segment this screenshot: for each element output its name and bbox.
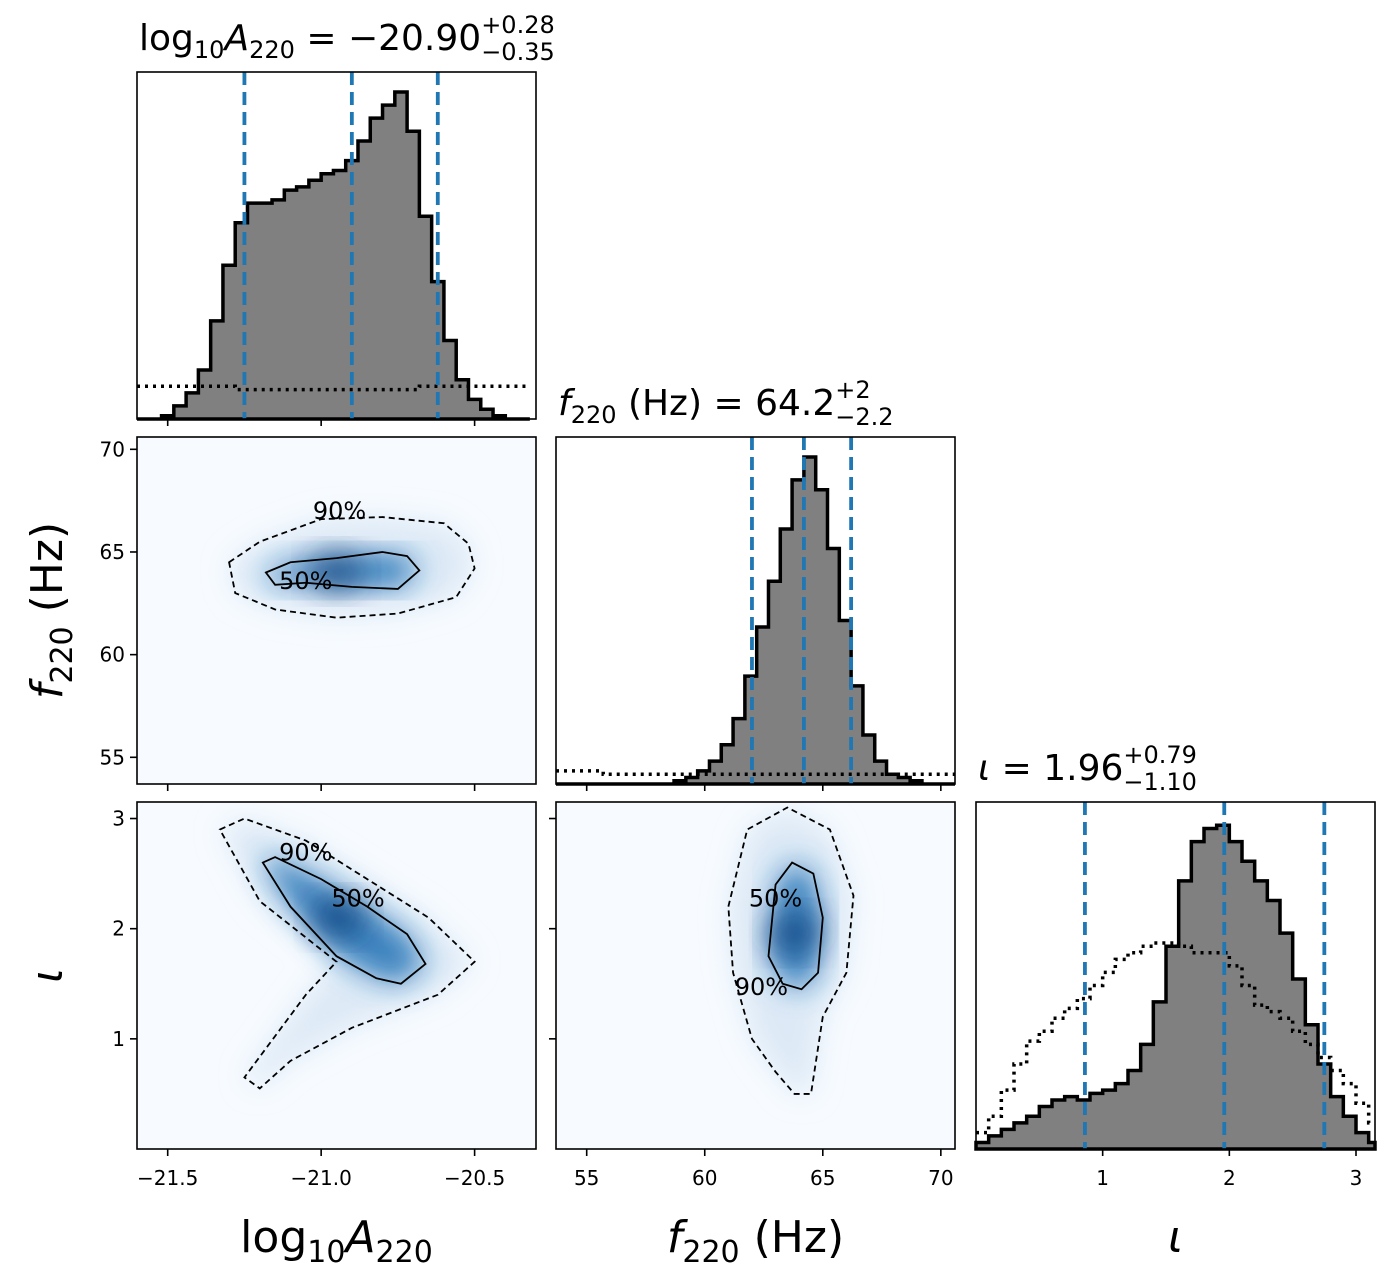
density-logA-f220-ytick-label-3: 70: [100, 437, 125, 461]
hist-f220-title: f220 (Hz) = 64.2+2: [558, 376, 871, 429]
title-symbol: ι: [978, 748, 990, 789]
xtick-label-logA-0: −21.5: [137, 1166, 198, 1190]
xtick-label-logA-2: −20.5: [444, 1166, 505, 1190]
title-mid: =: [990, 748, 1043, 789]
density-logA-iota-density-core: [310, 895, 367, 940]
density-logA-iota-ytick-label-0: 1: [112, 1027, 125, 1051]
density-logA-f220-density-core: [308, 549, 365, 594]
hist-iota-frame: [975, 801, 1376, 1150]
ylabel-iota: ι: [22, 968, 73, 983]
density-logA-f220-contour-90: [228, 516, 476, 619]
xlabel-iota: ι: [1168, 1212, 1183, 1263]
title-symbol-sub: 220: [571, 401, 617, 429]
label-sub: 10: [307, 1235, 345, 1270]
label-symbol-sub: 220: [45, 626, 80, 683]
label-symbol: ι: [1168, 1212, 1183, 1263]
title-plus: +2: [835, 376, 870, 404]
xtick-label-f220-1: 60: [692, 1166, 717, 1190]
density-logA-iota-layer: 90% 50%: [218, 817, 476, 1090]
label-unit: (Hz): [740, 1212, 845, 1263]
density-logA-f220-label-50: 50%: [279, 567, 332, 595]
xtick-label-iota-2: 3: [1350, 1166, 1363, 1190]
xtick-label-f220-3: 70: [928, 1166, 953, 1190]
title-plus: +0.28: [481, 11, 555, 39]
density-logA-f220-label-90: 90%: [313, 497, 366, 525]
label-base: log: [240, 1212, 307, 1263]
density-logA-f220-ytick-label-2: 65: [100, 540, 125, 564]
density-logA-iota-contour-50: [261, 856, 427, 985]
density-logA-iota-contour-90: [218, 817, 476, 1090]
hist-logA-frame: [136, 71, 537, 420]
density-f220-iota-layer: 90% 50%: [727, 806, 855, 1095]
density-logA-iota-ytick-label-2: 3: [112, 807, 125, 831]
hist-logA-title: log10A220 = −20.90+0.28: [139, 11, 555, 64]
title-base: log: [139, 18, 194, 59]
title-sub: 10: [194, 36, 225, 64]
title-mid: =: [295, 18, 348, 59]
hist-iota-title-minus: −1.10: [1123, 768, 1197, 796]
label-symbol: ι: [22, 968, 73, 983]
hist-iota-title: ι = 1.96+0.79: [978, 741, 1197, 789]
density-f220-iota-contour-50: [767, 861, 824, 991]
label-symbol-sub: 220: [376, 1235, 433, 1270]
hist-logA-prior: [137, 384, 530, 392]
density-logA-f220-contour-50: [264, 551, 421, 590]
hist-logA-title-minus: −0.35: [481, 38, 555, 66]
density-f220-iota-label-50: 50%: [749, 885, 802, 913]
hist-f220-title-minus: −2.2: [835, 403, 893, 431]
density-logA-iota-label-90: 90%: [279, 838, 332, 866]
title-symbol: A: [222, 18, 249, 59]
density-logA-f220-ytick-label-1: 60: [100, 643, 125, 667]
title-value: 1.96: [1043, 748, 1123, 789]
label-symbol-sub: 220: [682, 1235, 739, 1270]
xlabel-logA: log10A220: [240, 1212, 433, 1270]
xtick-label-f220-2: 65: [810, 1166, 835, 1190]
label-symbol: A: [342, 1212, 375, 1263]
density-f220-iota-contour-90: [727, 806, 855, 1095]
ylabel-f220: f220 (Hz): [22, 522, 80, 699]
hist-logA-bars: [137, 90, 530, 421]
hist-iota-bars: [974, 823, 1377, 1151]
density-f220-iota-label-90: 90%: [735, 973, 788, 1001]
hist-f220-frame: [555, 436, 956, 785]
hist-iota-prior: [976, 941, 1375, 1135]
title-value: 64.2: [755, 383, 835, 424]
density-logA-iota-label-50: 50%: [331, 885, 384, 913]
density-f220-iota-density-core: [765, 910, 822, 955]
xlabel-f220: f220 (Hz): [667, 1212, 844, 1270]
density-logA-f220-layer: 90% 50%: [228, 497, 476, 619]
xtick-label-iota-0: 1: [1096, 1166, 1109, 1190]
density-logA-iota-ytick-label-1: 2: [112, 917, 125, 941]
title-plus: +0.79: [1123, 741, 1197, 769]
xtick-label-f220-0: 55: [574, 1166, 599, 1190]
density-logA-f220-ytick-label-0: 55: [100, 745, 125, 769]
xtick-label-logA-1: −21.0: [291, 1166, 352, 1190]
density-f220-iota-frame: [555, 801, 956, 1150]
density-logA-iota-frame: [136, 801, 537, 1150]
title-value: −20.90: [348, 18, 481, 59]
density-logA-f220-frame: [136, 436, 537, 785]
title-mid: (Hz) =: [617, 383, 756, 424]
xtick-label-iota-1: 2: [1223, 1166, 1236, 1190]
label-unit: (Hz): [22, 522, 73, 627]
title-symbol-sub: 220: [249, 36, 295, 64]
